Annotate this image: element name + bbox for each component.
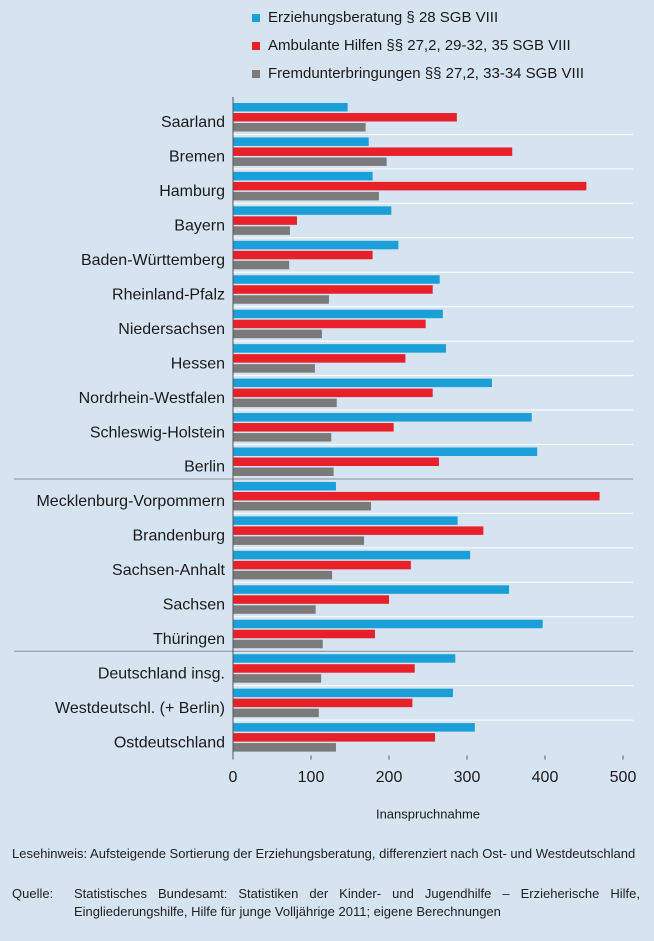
y-tick-label: Sachsen-Anhalt <box>112 562 226 579</box>
x-axis-label: Inanspruchnahme <box>376 806 480 821</box>
x-tick-label: 100 <box>298 769 325 786</box>
y-tick-label: Brandenburg <box>132 528 225 545</box>
bar <box>233 708 319 718</box>
bar <box>233 570 333 580</box>
x-tick-label: 300 <box>454 769 481 786</box>
bar <box>233 113 457 122</box>
bar <box>233 378 492 388</box>
bar <box>233 275 440 284</box>
bar <box>233 619 543 629</box>
x-tick-label: 0 <box>229 769 238 786</box>
y-tick-label: Niedersachsen <box>118 321 225 338</box>
legend-swatch <box>252 42 260 50</box>
bar <box>233 501 372 511</box>
y-tick-label: Rheinland-Pfalz <box>112 286 225 303</box>
legend-label: Fremdunterbringungen §§ 27,2, 33-34 SGB … <box>268 65 584 82</box>
legend-swatch <box>252 14 260 22</box>
y-tick-label: Hamburg <box>159 183 225 200</box>
bar <box>233 654 456 663</box>
bar <box>233 398 337 408</box>
x-tick-label: 400 <box>532 769 559 786</box>
bar <box>233 103 348 112</box>
bar <box>233 743 336 752</box>
bar <box>233 516 458 525</box>
bar <box>233 250 373 260</box>
y-tick-label: Bayern <box>174 218 225 235</box>
bar <box>233 560 411 570</box>
bar <box>233 309 443 319</box>
bar <box>233 433 332 442</box>
bar <box>233 295 329 304</box>
bar <box>233 491 600 501</box>
bar <box>233 629 375 639</box>
bar <box>233 191 379 201</box>
x-tick-label: 500 <box>610 769 637 786</box>
y-tick-label: Saarland <box>161 114 225 131</box>
reading-note: Lesehinweis: Aufsteigende Sortierung der… <box>12 846 636 861</box>
bar <box>233 723 475 732</box>
bar <box>233 605 316 614</box>
y-tick-label: Ostdeutschland <box>114 734 225 751</box>
bar <box>233 457 439 466</box>
bar <box>233 413 532 422</box>
y-tick-label: Deutschland insg. <box>98 665 225 682</box>
bar <box>233 181 587 191</box>
bar <box>233 157 387 166</box>
y-tick-label: Berlin <box>184 459 225 476</box>
y-tick-label: Nordrhein-Westfalen <box>79 390 225 407</box>
y-tick-label: Hessen <box>171 355 225 372</box>
bar <box>233 585 510 594</box>
bar <box>233 364 315 373</box>
bar <box>233 664 415 673</box>
chart: Inanspruchnahme Erziehungsberatung § 28 … <box>14 9 637 821</box>
y-tick-label: Sachsen <box>163 597 225 614</box>
bar <box>233 137 369 146</box>
x-tick-label: 200 <box>376 769 403 786</box>
legend-swatch <box>252 70 260 78</box>
bar <box>233 388 433 398</box>
bar <box>233 344 446 353</box>
bar <box>233 550 471 560</box>
source-label: Quelle: <box>12 886 54 901</box>
y-tick-label: Baden-Württemberg <box>81 252 225 269</box>
bar <box>233 698 413 708</box>
bar <box>233 123 366 132</box>
bar <box>233 216 297 225</box>
bar <box>233 526 484 535</box>
bar <box>233 481 336 491</box>
bar <box>233 595 389 604</box>
y-tick-label: Mecklenburg-Vorpommern <box>36 493 225 510</box>
bar <box>233 171 373 181</box>
bar <box>233 423 394 432</box>
legend-label: Erziehungsberatung § 28 SGB VIII <box>268 9 498 26</box>
bar <box>233 354 406 363</box>
bar <box>233 147 513 156</box>
y-tick-label: Westdeutschl. (+ Berlin) <box>55 700 225 717</box>
bar <box>233 639 323 649</box>
bar <box>233 674 322 683</box>
bar <box>233 226 290 235</box>
bar <box>233 447 538 456</box>
y-tick-label: Thüringen <box>153 631 225 648</box>
y-tick-label: Schleswig-Holstein <box>90 424 225 441</box>
bar <box>233 319 426 329</box>
source-text: Statistisches Bundesamt: Statistiken der… <box>74 886 640 919</box>
bar <box>233 467 334 476</box>
bar <box>233 285 433 294</box>
bar <box>233 733 436 742</box>
bar <box>233 688 453 698</box>
y-tick-label: Bremen <box>169 149 225 166</box>
source-note: Quelle: Statistisches Bundesamt: Statist… <box>12 885 640 921</box>
bar <box>233 329 322 339</box>
legend-label: Ambulante Hilfen §§ 27,2, 29-32, 35 SGB … <box>268 37 571 54</box>
bar <box>233 240 399 250</box>
bar <box>233 206 392 215</box>
bar <box>233 536 365 545</box>
bar <box>233 260 290 270</box>
